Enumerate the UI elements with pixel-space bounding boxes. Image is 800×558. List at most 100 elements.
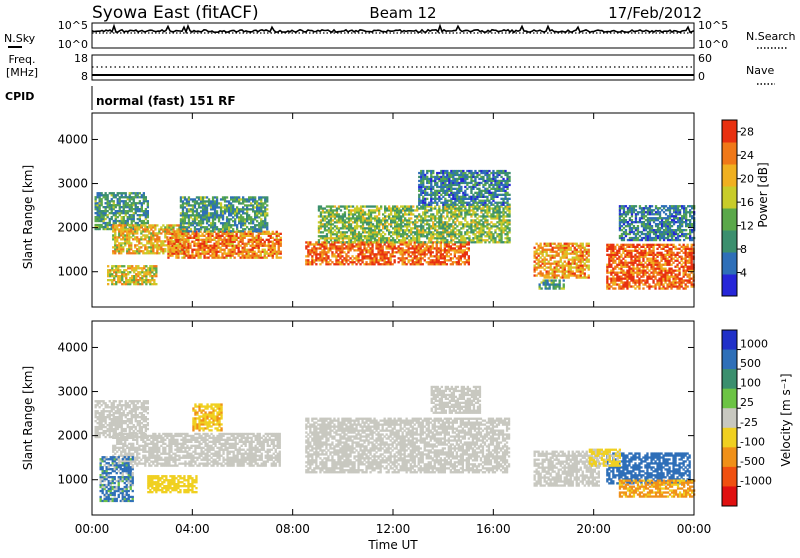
echo-cell — [432, 237, 434, 239]
echo-cell — [454, 255, 456, 257]
echo-cell — [422, 227, 424, 229]
echo-cell — [430, 176, 432, 178]
echo-cell — [268, 253, 270, 255]
echo-cell — [272, 245, 274, 247]
echo-cell — [125, 279, 127, 281]
echo-cell — [326, 215, 328, 217]
echo-cell — [374, 219, 376, 221]
echo-cell — [217, 235, 219, 237]
echo-cell — [199, 243, 201, 245]
echo-cell — [494, 223, 496, 225]
echo-cell — [182, 214, 184, 216]
echo-cell — [207, 233, 209, 235]
echo-cell — [338, 239, 340, 241]
echo-cell — [318, 215, 320, 217]
echo-cell — [546, 249, 548, 251]
echo-cell — [367, 255, 369, 257]
echo-cell — [124, 228, 126, 230]
echo-cell — [232, 233, 234, 235]
echo-cell — [250, 204, 252, 206]
echo-cell — [454, 213, 456, 215]
echo-cell — [500, 190, 502, 192]
echo-cell — [420, 245, 422, 247]
echo-cell — [345, 259, 347, 261]
echo-cell — [210, 214, 212, 216]
echo-cell — [504, 184, 506, 186]
echo-cell — [486, 239, 488, 241]
echo-cell — [408, 239, 410, 241]
echo-cell — [221, 245, 223, 247]
echo-cell — [209, 239, 211, 241]
echo-cell — [173, 243, 175, 245]
echo-cell — [274, 245, 276, 247]
echo-cell — [480, 176, 482, 178]
echo-cell — [268, 231, 270, 233]
echo-cell — [362, 223, 364, 225]
echo-cell — [260, 210, 262, 212]
echo-cell — [116, 246, 118, 248]
echo-cell — [274, 249, 276, 251]
echo-cell — [384, 255, 386, 257]
echo-cell — [322, 219, 324, 221]
echo-cell — [206, 222, 208, 224]
echo-cell — [464, 205, 466, 207]
echo-cell — [388, 263, 390, 265]
echo-cell — [500, 235, 502, 237]
echo-cell — [246, 210, 248, 212]
echo-cell — [386, 239, 388, 241]
echo-cell — [331, 245, 333, 247]
echo-cell — [546, 259, 548, 261]
echo-cell — [476, 202, 478, 204]
echo-cell — [117, 220, 119, 222]
echo-cell — [480, 202, 482, 204]
echo-cell — [117, 210, 119, 212]
echo-cell — [338, 205, 340, 207]
echo-cell — [424, 253, 426, 255]
echo-cell — [183, 247, 185, 249]
echo-cell — [436, 198, 438, 200]
echo-cell — [430, 237, 432, 239]
echo-cell — [359, 243, 361, 245]
echo-cell — [492, 180, 494, 182]
echo-cell — [143, 220, 145, 222]
echo-cell — [258, 251, 260, 253]
echo-cell — [440, 217, 442, 219]
echo-cell — [474, 227, 476, 229]
echo-cell — [458, 202, 460, 204]
echo-cell — [280, 239, 282, 241]
echo-cell — [199, 257, 201, 259]
echo-cell — [492, 207, 494, 209]
echo-cell — [426, 182, 428, 184]
echo-cell — [544, 261, 546, 263]
echo-cell — [154, 240, 156, 242]
echo-cell — [150, 242, 152, 244]
echo-cell — [327, 251, 329, 253]
echo-cell — [420, 243, 422, 245]
echo-cell — [554, 251, 556, 253]
echo-cell — [438, 225, 440, 227]
echo-cell — [315, 255, 317, 257]
echo-cell — [139, 210, 141, 212]
echo-cell — [354, 211, 356, 213]
echo-cell — [209, 237, 211, 239]
echo-cell — [153, 267, 155, 269]
echo-cell — [357, 253, 359, 255]
echo-cell — [444, 227, 446, 229]
echo-cell — [546, 243, 548, 245]
echo-cell — [480, 178, 482, 180]
echo-cell — [366, 217, 368, 219]
echo-cell — [442, 176, 444, 178]
echo-cell — [222, 212, 224, 214]
echo-cell — [125, 281, 127, 283]
echo-cell — [550, 249, 552, 251]
echo-cell — [264, 206, 266, 208]
echo-cell — [480, 229, 482, 231]
echo-cell — [454, 196, 456, 198]
echo-cell — [175, 233, 177, 235]
echo-cell — [458, 176, 460, 178]
echo-cell — [224, 198, 226, 200]
echo-cell — [356, 223, 358, 225]
echo-cell — [140, 226, 142, 228]
echo-cell — [440, 227, 442, 229]
echo-cell — [564, 268, 566, 270]
